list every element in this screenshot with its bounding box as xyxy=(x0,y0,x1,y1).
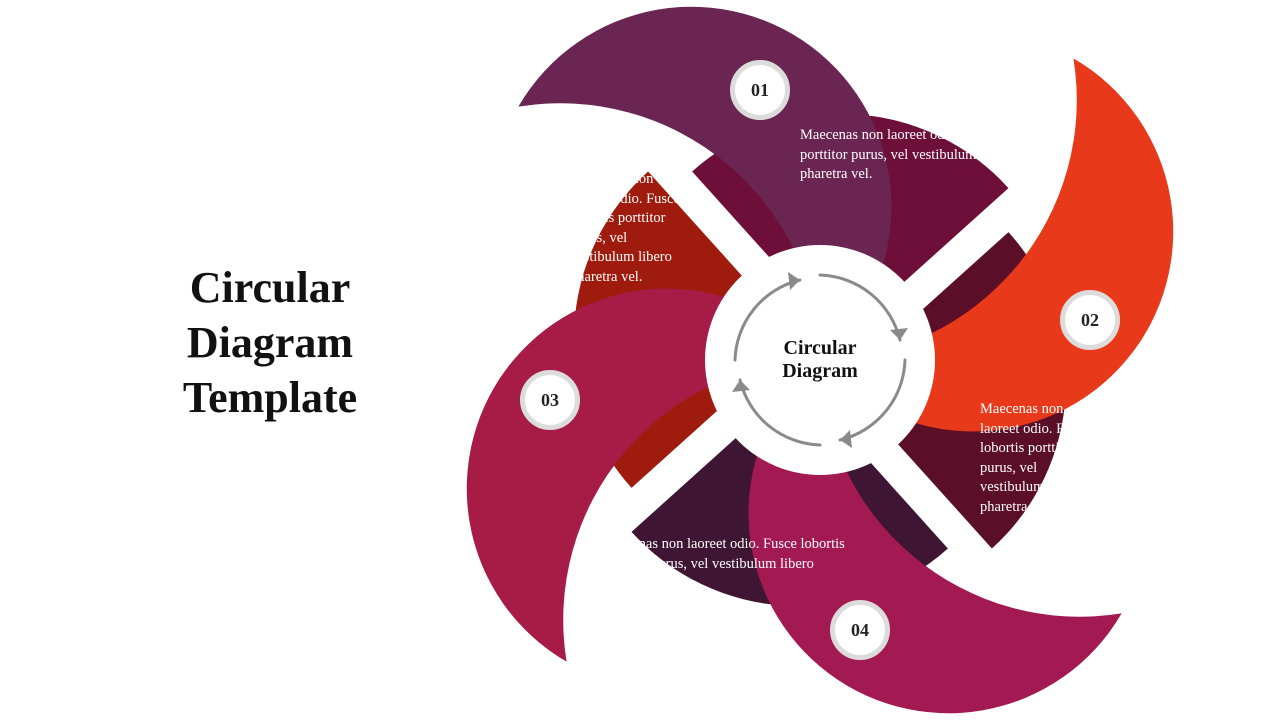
center-circle: Circular Diagram xyxy=(705,245,935,475)
slide-canvas: Circular Diagram Template xyxy=(0,0,1280,720)
step-number: 02 xyxy=(1081,310,1099,331)
blade-text: Maecenas non laoreet odio. Fusce loborti… xyxy=(600,535,860,594)
step-number: 04 xyxy=(851,620,869,641)
blade-text: Maecenas non laoreet odio. Fusce loborti… xyxy=(980,400,1100,517)
blade-text: Maecenas non laoreet odio. Fusce loborti… xyxy=(800,126,1060,185)
center-label-line: Circular xyxy=(784,337,857,359)
step-badge: 02 xyxy=(1060,290,1120,350)
center-label-line: Diagram xyxy=(782,360,858,382)
step-number: 03 xyxy=(541,390,559,411)
step-number: 01 xyxy=(751,80,769,101)
slide-title: Circular Diagram Template xyxy=(110,260,430,425)
step-badge: 03 xyxy=(520,370,580,430)
step-badge: 04 xyxy=(830,600,890,660)
center-label: Circular Diagram xyxy=(782,337,858,383)
blade-text: Maecenas non laoreet odio. Fusce loborti… xyxy=(570,170,680,287)
step-badge: 01 xyxy=(730,60,790,120)
circular-diagram: Circular Diagram Maecenas non laoreet od… xyxy=(500,40,1140,680)
